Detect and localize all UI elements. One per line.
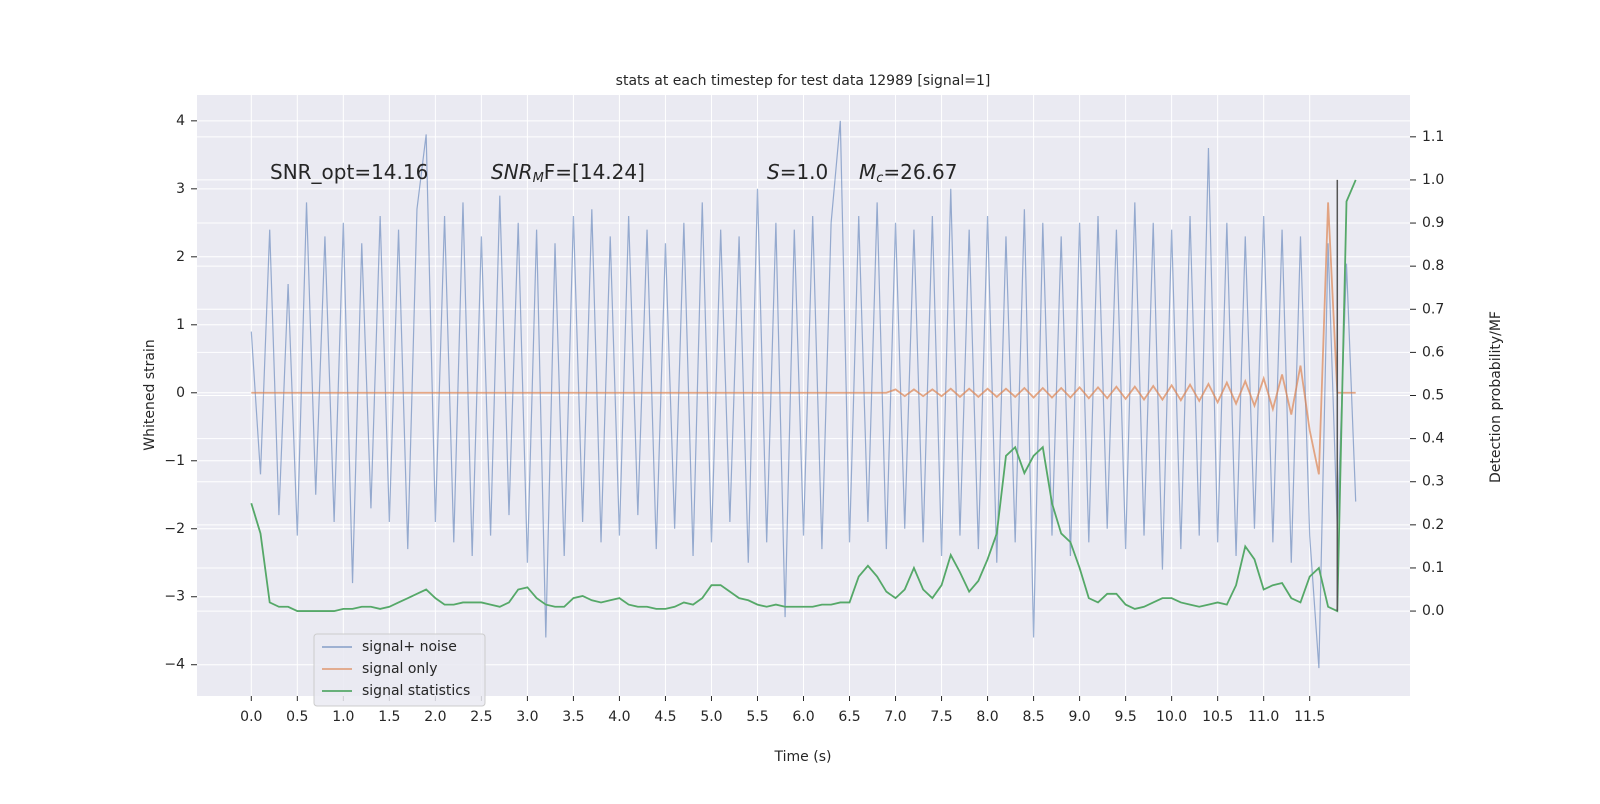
- x-tick-label: 0.0: [240, 709, 262, 725]
- legend-label: signal+ noise: [362, 639, 457, 655]
- y2-tick-label: 0.8: [1422, 258, 1444, 274]
- y2-tick-label: 0.2: [1422, 517, 1444, 533]
- y2-tick-label: 0.4: [1422, 431, 1444, 447]
- legend-label: signal statistics: [362, 683, 470, 699]
- y-axis-label: Whitened strain: [142, 339, 158, 450]
- x-tick-label: 2.0: [424, 709, 446, 725]
- y2-tick-label: 1.0: [1422, 172, 1444, 188]
- series-line: [250, 179, 1357, 613]
- x-tick-label: 7.5: [930, 709, 952, 725]
- series-line: [250, 120, 1357, 669]
- annotation-text: =1.0: [780, 160, 829, 184]
- x-tick-label: 0.5: [286, 709, 308, 725]
- x-tick-label: 5.0: [700, 709, 722, 725]
- annotation-symbol: SNR: [491, 160, 533, 184]
- legend-box: [313, 633, 486, 707]
- y-tick-label: 2: [176, 249, 185, 265]
- x-tick-label: 8.0: [976, 709, 998, 725]
- x-tick-label: 1.5: [378, 709, 400, 725]
- x-tick-label: 1.0: [332, 709, 354, 725]
- x-tick-label: 9.5: [1114, 709, 1136, 725]
- series-line: [251, 202, 1356, 475]
- annotation-subscript: c: [876, 171, 883, 186]
- y2-tick-label: 0.1: [1422, 560, 1444, 576]
- y-tick-label: 3: [176, 181, 185, 197]
- x-tick-label: 3.5: [562, 709, 584, 725]
- y2-tick-label: 0.0: [1422, 603, 1444, 619]
- legend: signal+ noise signal only signal statistic…: [313, 633, 486, 707]
- annotation-symbol: S: [767, 160, 780, 184]
- x-tick-label: 2.5: [470, 709, 492, 725]
- x-tick-label: 6.5: [838, 709, 860, 725]
- x-tick-label: 5.5: [746, 709, 768, 725]
- x-tick-label: 8.5: [1022, 709, 1044, 725]
- y2-tick-label: 0.9: [1422, 215, 1444, 231]
- y2-tick-label: 0.3: [1422, 474, 1444, 490]
- y-tick-label: −1: [164, 453, 185, 469]
- annotation: Mc=26.67: [859, 160, 957, 186]
- x-tick-label: 4.5: [654, 709, 676, 725]
- y2-axis-label: Detection probability/MF: [1488, 311, 1504, 483]
- x-tick-label: 7.0: [884, 709, 906, 725]
- x-tick-label: 9.0: [1068, 709, 1090, 725]
- annotation-symbol: M: [859, 160, 876, 184]
- y2-tick-label: 0.5: [1422, 388, 1444, 404]
- annotation-subscript: M: [533, 171, 544, 186]
- annotation-text: F=[14.24]: [544, 160, 645, 184]
- y-tick-label: 4: [176, 113, 185, 129]
- x-tick-label: 4.0: [608, 709, 630, 725]
- x-tick-label: 3.0: [516, 709, 538, 725]
- y-tick-label: −4: [164, 657, 185, 673]
- y-tick-label: −2: [164, 521, 185, 537]
- chart-title: stats at each timestep for test data 129…: [616, 73, 991, 89]
- x-tick-label: 6.0: [792, 709, 814, 725]
- x-tick-label: 11.5: [1294, 709, 1325, 725]
- annotation: SNRMF=[14.24]: [491, 160, 645, 186]
- y2-tick-label: 0.7: [1422, 301, 1444, 317]
- annotation: SNR_opt=14.16: [270, 160, 428, 184]
- legend-label: signal only: [362, 661, 437, 677]
- y2-tick-label: 0.6: [1422, 344, 1444, 360]
- x-tick-label: 10.5: [1202, 709, 1233, 725]
- x-axis-label: Time (s): [774, 749, 832, 765]
- annotation: S=1.0: [767, 160, 828, 184]
- annotation-text: =26.67: [883, 160, 957, 184]
- y-tick-label: 1: [176, 317, 185, 333]
- y-tick-label: −3: [164, 589, 185, 605]
- y2-tick-label: 1.1: [1422, 129, 1444, 145]
- x-tick-label: 11.0: [1248, 709, 1279, 725]
- x-tick-label: 10.0: [1156, 709, 1187, 725]
- annotation-text: SNR_opt=14.16: [270, 160, 428, 184]
- y-tick-label: 0: [176, 385, 185, 401]
